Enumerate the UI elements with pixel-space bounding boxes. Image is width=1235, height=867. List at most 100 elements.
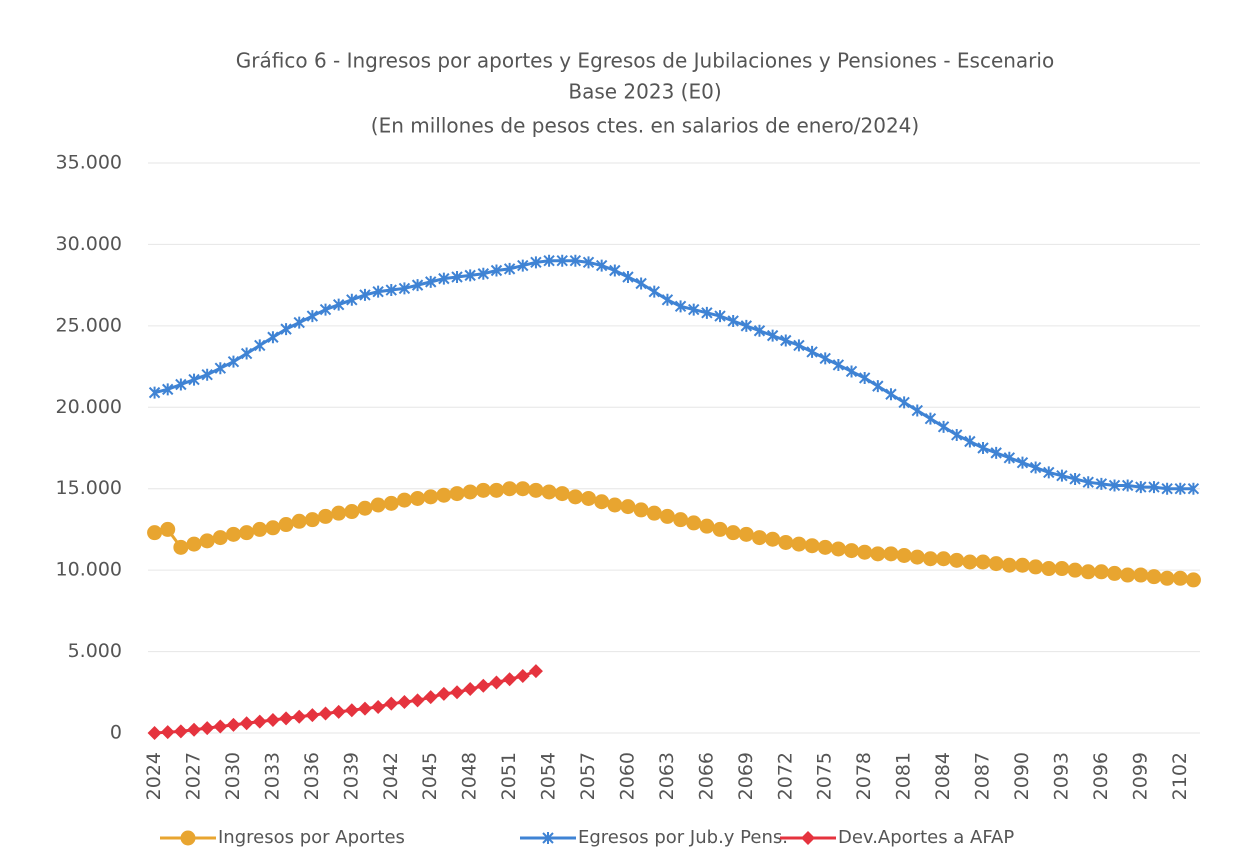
x-tick-label: 2030 — [222, 752, 244, 800]
marker — [543, 254, 555, 267]
marker — [306, 310, 319, 323]
x-tick-label: 2081 — [893, 752, 915, 800]
marker — [201, 368, 213, 381]
x-tick-label: 2066 — [695, 752, 717, 800]
marker — [1172, 570, 1188, 586]
marker — [937, 420, 950, 433]
marker — [515, 669, 530, 683]
marker — [397, 695, 412, 710]
marker — [318, 508, 334, 524]
marker — [214, 362, 227, 375]
marker — [304, 512, 320, 528]
x-tick-label: 2072 — [774, 752, 796, 800]
marker — [633, 502, 649, 518]
marker — [1146, 569, 1162, 585]
marker — [778, 534, 794, 550]
marker — [225, 526, 241, 542]
marker — [476, 678, 491, 693]
marker — [740, 319, 753, 332]
marker — [801, 831, 815, 845]
marker — [556, 254, 568, 267]
marker — [909, 549, 925, 565]
marker — [975, 554, 991, 570]
marker — [252, 714, 267, 729]
marker — [751, 530, 767, 546]
marker — [305, 708, 320, 723]
marker — [1161, 482, 1173, 495]
marker — [425, 275, 437, 288]
marker — [293, 316, 305, 329]
marker — [371, 699, 386, 714]
marker — [1041, 561, 1057, 577]
marker — [187, 722, 202, 737]
marker — [488, 482, 504, 498]
marker — [594, 494, 610, 510]
marker — [962, 554, 978, 570]
x-tick-label: 2051 — [498, 752, 520, 800]
marker — [517, 259, 529, 272]
legend-label: Egresos por Jub.y Pens. — [578, 827, 788, 848]
x-tick-label: 2042 — [380, 752, 402, 800]
marker — [475, 482, 491, 498]
marker — [490, 264, 503, 277]
x-tick-label: 2024 — [143, 752, 165, 800]
marker — [173, 724, 188, 739]
marker — [357, 701, 372, 716]
marker — [1121, 479, 1134, 492]
legend-label: Ingresos por Aportes — [218, 827, 405, 848]
marker — [254, 339, 266, 352]
y-tick-label: 5.000 — [68, 640, 122, 662]
marker — [858, 371, 871, 384]
marker — [477, 267, 490, 280]
marker — [436, 686, 451, 701]
marker — [949, 552, 965, 568]
marker — [438, 272, 450, 285]
marker — [819, 352, 831, 365]
y-tick-label: 10.000 — [56, 559, 122, 581]
marker — [278, 517, 294, 533]
marker — [780, 334, 792, 347]
marker — [738, 526, 754, 542]
marker — [344, 703, 359, 718]
marker — [346, 293, 358, 306]
y-tick-label: 35.000 — [56, 152, 122, 174]
marker — [1148, 481, 1160, 494]
marker — [344, 504, 360, 520]
y-tick-label: 30.000 — [56, 233, 122, 255]
x-tick-label: 2096 — [1090, 752, 1112, 800]
marker — [162, 383, 174, 396]
x-tick-label: 2039 — [340, 752, 362, 800]
x-tick-label: 2033 — [261, 752, 283, 800]
marker — [213, 719, 228, 734]
marker — [607, 497, 623, 513]
marker — [1133, 567, 1149, 583]
marker — [712, 521, 728, 537]
x-tick-label: 2048 — [459, 752, 481, 800]
chart-subtitle: Base 2023 (E0) — [568, 80, 721, 104]
marker — [1187, 482, 1200, 495]
marker — [922, 551, 938, 567]
marker — [1174, 482, 1186, 495]
marker — [1067, 562, 1083, 578]
y-tick-label: 15.000 — [56, 477, 122, 499]
marker — [1108, 479, 1121, 492]
marker — [1003, 451, 1016, 464]
x-tick-label: 2102 — [1169, 752, 1191, 800]
marker — [964, 435, 976, 448]
marker — [804, 538, 820, 554]
marker — [554, 486, 570, 502]
marker — [291, 513, 307, 529]
marker — [239, 525, 255, 541]
marker — [1001, 557, 1017, 573]
marker — [1135, 481, 1147, 494]
marker — [449, 486, 465, 502]
marker — [595, 259, 608, 272]
marker — [659, 508, 675, 524]
marker — [357, 500, 373, 516]
marker — [870, 546, 886, 562]
marker — [436, 487, 452, 503]
marker — [411, 279, 424, 292]
marker — [515, 481, 531, 497]
marker — [1014, 557, 1030, 573]
